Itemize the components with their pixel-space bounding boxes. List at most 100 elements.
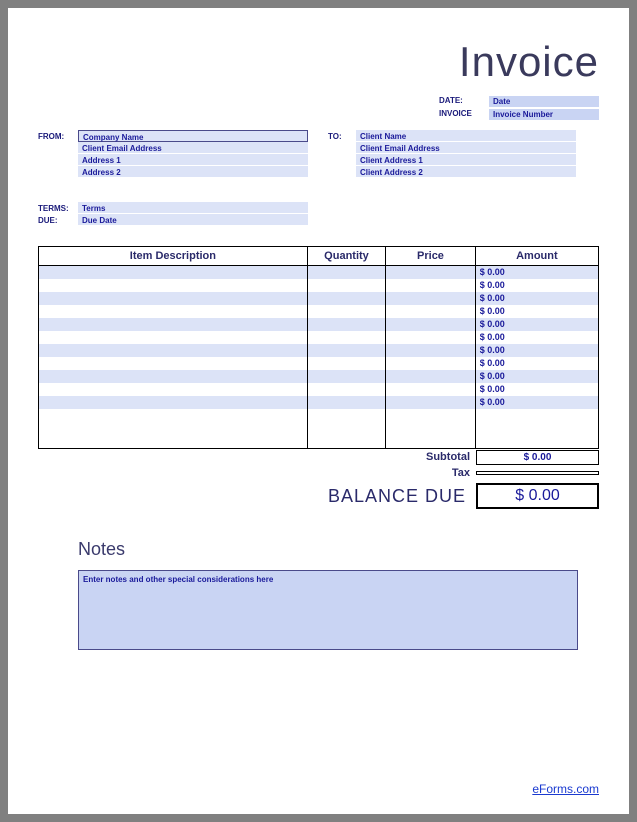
cell-desc[interactable]: [39, 383, 308, 396]
cell-qty[interactable]: [307, 344, 385, 357]
due-label: DUE:: [38, 214, 78, 226]
cell-qty[interactable]: [307, 331, 385, 344]
to-email-field[interactable]: Client Email Address: [356, 142, 576, 154]
to-name-field[interactable]: Client Name: [356, 130, 576, 142]
table-row: $ 0.00: [39, 331, 599, 344]
cell-amount: $ 0.00: [475, 344, 598, 357]
cell-qty[interactable]: [307, 305, 385, 318]
table-row: $ 0.00: [39, 396, 599, 409]
cell-price[interactable]: [386, 370, 476, 383]
invoice-number-label: INVOICE: [439, 109, 489, 120]
cell-price[interactable]: [386, 396, 476, 409]
table-row: $ 0.00: [39, 344, 599, 357]
cell-qty[interactable]: [307, 357, 385, 370]
table-row: $ 0.00: [39, 305, 599, 318]
cell-amount: $ 0.00: [475, 305, 598, 318]
invoice-number-field[interactable]: Invoice Number: [489, 109, 599, 120]
from-email-field[interactable]: Client Email Address: [78, 142, 308, 154]
table-row: $ 0.00: [39, 383, 599, 396]
table-row: $ 0.00: [39, 266, 599, 279]
th-amount: Amount: [475, 247, 598, 266]
invoice-title: Invoice: [38, 38, 599, 86]
line-items-body: $ 0.00$ 0.00$ 0.00$ 0.00$ 0.00$ 0.00$ 0.…: [39, 266, 599, 449]
cell-qty[interactable]: [307, 370, 385, 383]
cell-blank: [39, 409, 308, 449]
meta-block: DATE: Date INVOICE Invoice Number: [38, 96, 599, 120]
invoice-page: Invoice DATE: Date INVOICE Invoice Numbe…: [8, 8, 629, 814]
tax-value[interactable]: [476, 471, 599, 475]
cell-price[interactable]: [386, 383, 476, 396]
from-label: FROM:: [38, 130, 78, 178]
to-addr1-field[interactable]: Client Address 1: [356, 154, 576, 166]
table-row: $ 0.00: [39, 279, 599, 292]
to-label: TO:: [328, 130, 356, 178]
address-section: FROM: Company Name Client Email Address …: [38, 130, 599, 178]
cell-price[interactable]: [386, 344, 476, 357]
cell-price[interactable]: [386, 279, 476, 292]
from-addr1-field[interactable]: Address 1: [78, 154, 308, 166]
cell-qty[interactable]: [307, 396, 385, 409]
table-row-blank: [39, 409, 599, 449]
terms-section: TERMS: DUE: Terms Due Date: [38, 202, 599, 226]
to-addr2-field[interactable]: Client Address 2: [356, 166, 576, 178]
terms-field[interactable]: Terms: [78, 202, 308, 214]
cell-price[interactable]: [386, 357, 476, 370]
cell-price[interactable]: [386, 266, 476, 279]
subtotal-label: Subtotal: [376, 451, 476, 463]
date-label: DATE:: [439, 96, 489, 107]
cell-amount: $ 0.00: [475, 279, 598, 292]
cell-amount: $ 0.00: [475, 370, 598, 383]
date-field[interactable]: Date: [489, 96, 599, 107]
cell-qty[interactable]: [307, 292, 385, 305]
from-addr2-field[interactable]: Address 2: [78, 166, 308, 178]
tax-label: Tax: [376, 467, 476, 479]
cell-blank: [386, 409, 476, 449]
cell-amount: $ 0.00: [475, 318, 598, 331]
cell-amount: $ 0.00: [475, 383, 598, 396]
cell-desc[interactable]: [39, 279, 308, 292]
subtotal-value: $ 0.00: [476, 450, 599, 465]
cell-amount: $ 0.00: [475, 266, 598, 279]
cell-amount: $ 0.00: [475, 396, 598, 409]
balance-label: BALANCE DUE: [328, 486, 476, 507]
footer-link[interactable]: eForms.com: [532, 782, 599, 796]
terms-label: TERMS:: [38, 202, 78, 214]
cell-qty[interactable]: [307, 383, 385, 396]
cell-blank: [307, 409, 385, 449]
cell-desc[interactable]: [39, 396, 308, 409]
notes-title: Notes: [78, 539, 599, 560]
from-block: FROM: Company Name Client Email Address …: [38, 130, 308, 178]
cell-desc[interactable]: [39, 357, 308, 370]
table-row: $ 0.00: [39, 370, 599, 383]
cell-amount: $ 0.00: [475, 331, 598, 344]
totals-section: Subtotal $ 0.00 Tax BALANCE DUE $ 0.00: [38, 449, 599, 509]
due-field[interactable]: Due Date: [78, 214, 308, 226]
cell-desc[interactable]: [39, 266, 308, 279]
table-row: $ 0.00: [39, 318, 599, 331]
cell-desc[interactable]: [39, 344, 308, 357]
cell-price[interactable]: [386, 331, 476, 344]
from-company-field[interactable]: Company Name: [78, 130, 308, 142]
cell-price[interactable]: [386, 305, 476, 318]
th-quantity: Quantity: [307, 247, 385, 266]
line-items-table: Item Description Quantity Price Amount $…: [38, 246, 599, 449]
cell-amount: $ 0.00: [475, 357, 598, 370]
cell-amount: $ 0.00: [475, 292, 598, 305]
cell-desc[interactable]: [39, 305, 308, 318]
cell-qty[interactable]: [307, 279, 385, 292]
to-block: TO: Client Name Client Email Address Cli…: [328, 130, 576, 178]
cell-price[interactable]: [386, 318, 476, 331]
cell-blank: [475, 409, 598, 449]
cell-desc[interactable]: [39, 318, 308, 331]
th-description: Item Description: [39, 247, 308, 266]
cell-qty[interactable]: [307, 318, 385, 331]
cell-qty[interactable]: [307, 266, 385, 279]
balance-value: $ 0.00: [476, 483, 599, 509]
cell-desc[interactable]: [39, 331, 308, 344]
notes-field[interactable]: Enter notes and other special considerat…: [78, 570, 578, 650]
table-row: $ 0.00: [39, 357, 599, 370]
cell-desc[interactable]: [39, 370, 308, 383]
table-row: $ 0.00: [39, 292, 599, 305]
cell-price[interactable]: [386, 292, 476, 305]
cell-desc[interactable]: [39, 292, 308, 305]
